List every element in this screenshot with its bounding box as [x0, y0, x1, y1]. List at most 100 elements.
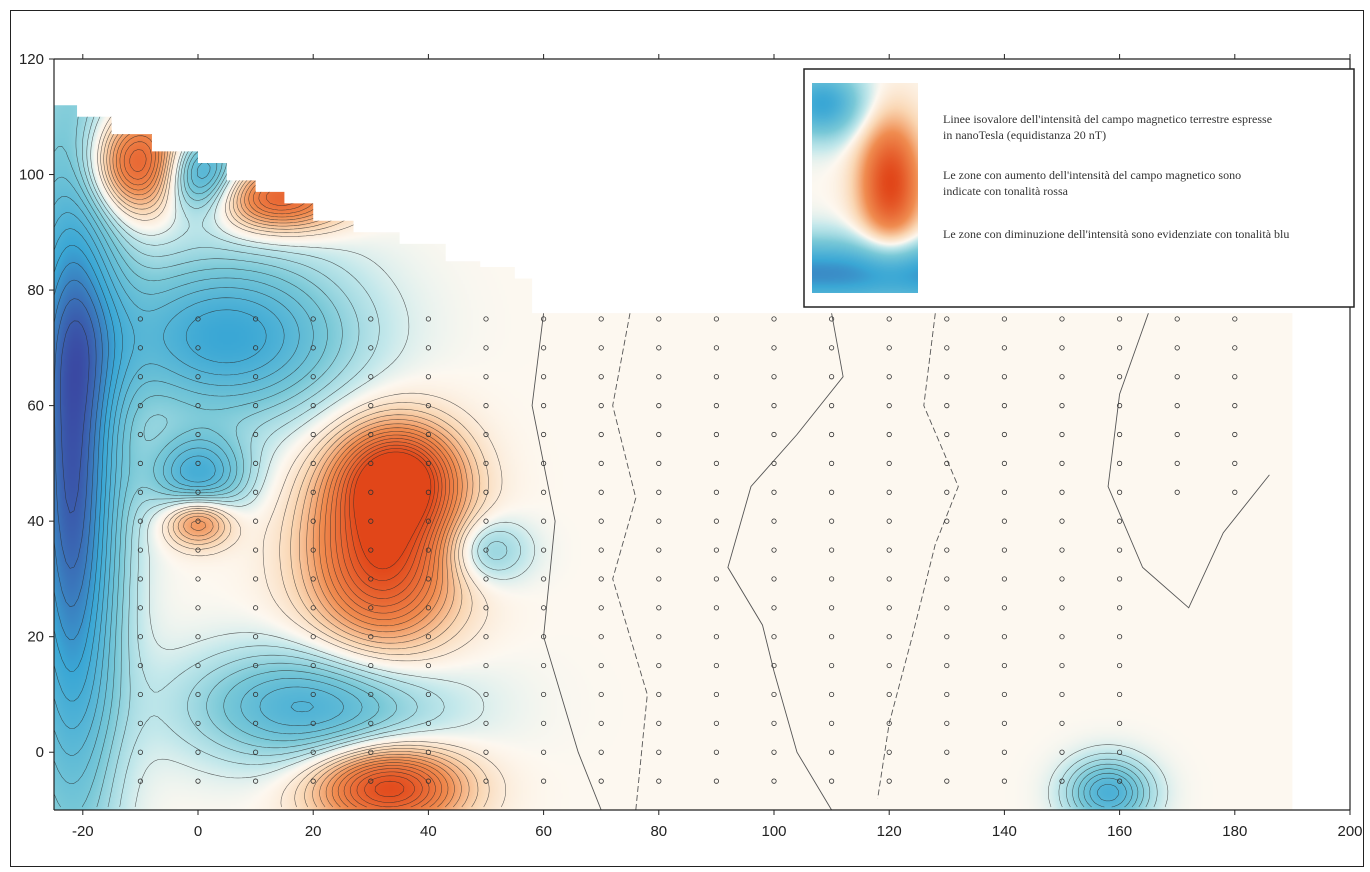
survey-point	[656, 720, 662, 726]
survey-point	[944, 431, 950, 438]
y-tick-label: 0	[36, 744, 44, 761]
survey-point	[828, 634, 835, 640]
survey-point	[137, 374, 143, 380]
survey-point	[1117, 720, 1123, 726]
survey-point	[713, 576, 720, 582]
survey-point	[598, 576, 604, 582]
y-tick-label: 120	[19, 51, 44, 68]
survey-point	[598, 374, 604, 380]
survey-point	[483, 634, 489, 640]
faint-isoline	[727, 313, 844, 810]
survey-point	[540, 460, 547, 466]
survey-point	[310, 749, 316, 755]
survey-point	[828, 605, 835, 611]
survey-point	[368, 345, 374, 351]
survey-point	[368, 634, 374, 640]
isolines	[54, 105, 1270, 810]
survey-point	[195, 634, 201, 640]
survey-point	[1117, 489, 1123, 495]
survey-point	[310, 691, 316, 698]
survey-point	[1117, 662, 1123, 669]
survey-point	[540, 720, 547, 726]
survey-point	[886, 374, 892, 380]
survey-point	[771, 489, 777, 495]
survey-point	[656, 316, 662, 322]
survey-point	[540, 634, 547, 640]
survey-point	[944, 518, 950, 524]
survey-point	[656, 431, 662, 438]
survey-point	[195, 778, 201, 784]
survey-point	[1174, 403, 1180, 409]
survey-point	[1117, 518, 1123, 524]
survey-point	[483, 403, 489, 409]
survey-point	[368, 749, 374, 755]
survey-point	[713, 634, 720, 640]
survey-point	[425, 345, 431, 351]
figure-frame: -20 0 20 40 60 80 100 120 140 160 180 200 0 20 40 60 80…	[10, 10, 1364, 867]
survey-point	[425, 778, 431, 784]
survey-point	[253, 489, 259, 495]
survey-point	[656, 749, 662, 755]
survey-point	[656, 460, 662, 466]
survey-point	[886, 403, 892, 409]
survey-point	[368, 778, 374, 784]
survey-point	[425, 605, 431, 611]
survey-point	[886, 662, 892, 669]
survey-point	[483, 576, 489, 582]
survey-point	[656, 576, 662, 582]
survey-point	[195, 605, 201, 611]
survey-point	[425, 374, 431, 380]
survey-point	[713, 345, 720, 351]
survey-point	[1059, 518, 1065, 524]
survey-point	[598, 547, 604, 553]
survey-point	[771, 576, 777, 582]
survey-point	[310, 547, 316, 553]
legend-line-2a: Le zone con aumento dell'intensità del c…	[943, 168, 1241, 182]
survey-point	[483, 778, 489, 784]
x-tick-label: 80	[650, 823, 667, 840]
survey-point	[886, 778, 892, 784]
survey-point	[540, 778, 547, 784]
survey-point	[771, 691, 777, 698]
survey-point	[886, 720, 892, 726]
survey-point	[656, 518, 662, 524]
survey-point	[944, 634, 950, 640]
survey-point	[598, 431, 604, 438]
survey-point	[310, 431, 316, 438]
x-tick-label: 200	[1337, 823, 1362, 840]
survey-point	[195, 316, 201, 322]
survey-point	[713, 662, 720, 669]
survey-point	[310, 316, 316, 322]
x-tick-label: -20	[72, 823, 94, 840]
survey-point	[944, 547, 950, 553]
survey-point	[368, 431, 374, 438]
survey-point	[1117, 634, 1123, 640]
x-tick-label: 120	[877, 823, 902, 840]
survey-point	[310, 662, 316, 669]
survey-point	[1174, 374, 1180, 380]
x-tick-label: 140	[992, 823, 1017, 840]
survey-point	[1117, 778, 1123, 784]
survey-point	[425, 749, 431, 755]
survey-point	[828, 720, 835, 726]
survey-point	[713, 518, 720, 524]
survey-point	[656, 605, 662, 611]
survey-point	[368, 374, 374, 380]
survey-point	[713, 316, 720, 322]
survey-point	[483, 374, 489, 380]
survey-point	[1001, 431, 1008, 438]
survey-point	[1001, 634, 1008, 640]
survey-point	[886, 605, 892, 611]
survey-point	[425, 691, 431, 698]
survey-point	[1059, 662, 1065, 669]
survey-point	[944, 374, 950, 380]
survey-point	[540, 403, 547, 409]
survey-point	[1001, 576, 1008, 582]
survey-point	[137, 720, 143, 726]
survey-point	[137, 691, 143, 698]
contour-layer	[54, 105, 1270, 810]
survey-point	[1117, 749, 1123, 755]
survey-point	[425, 634, 431, 640]
survey-point	[425, 662, 431, 669]
survey-point	[598, 634, 604, 640]
